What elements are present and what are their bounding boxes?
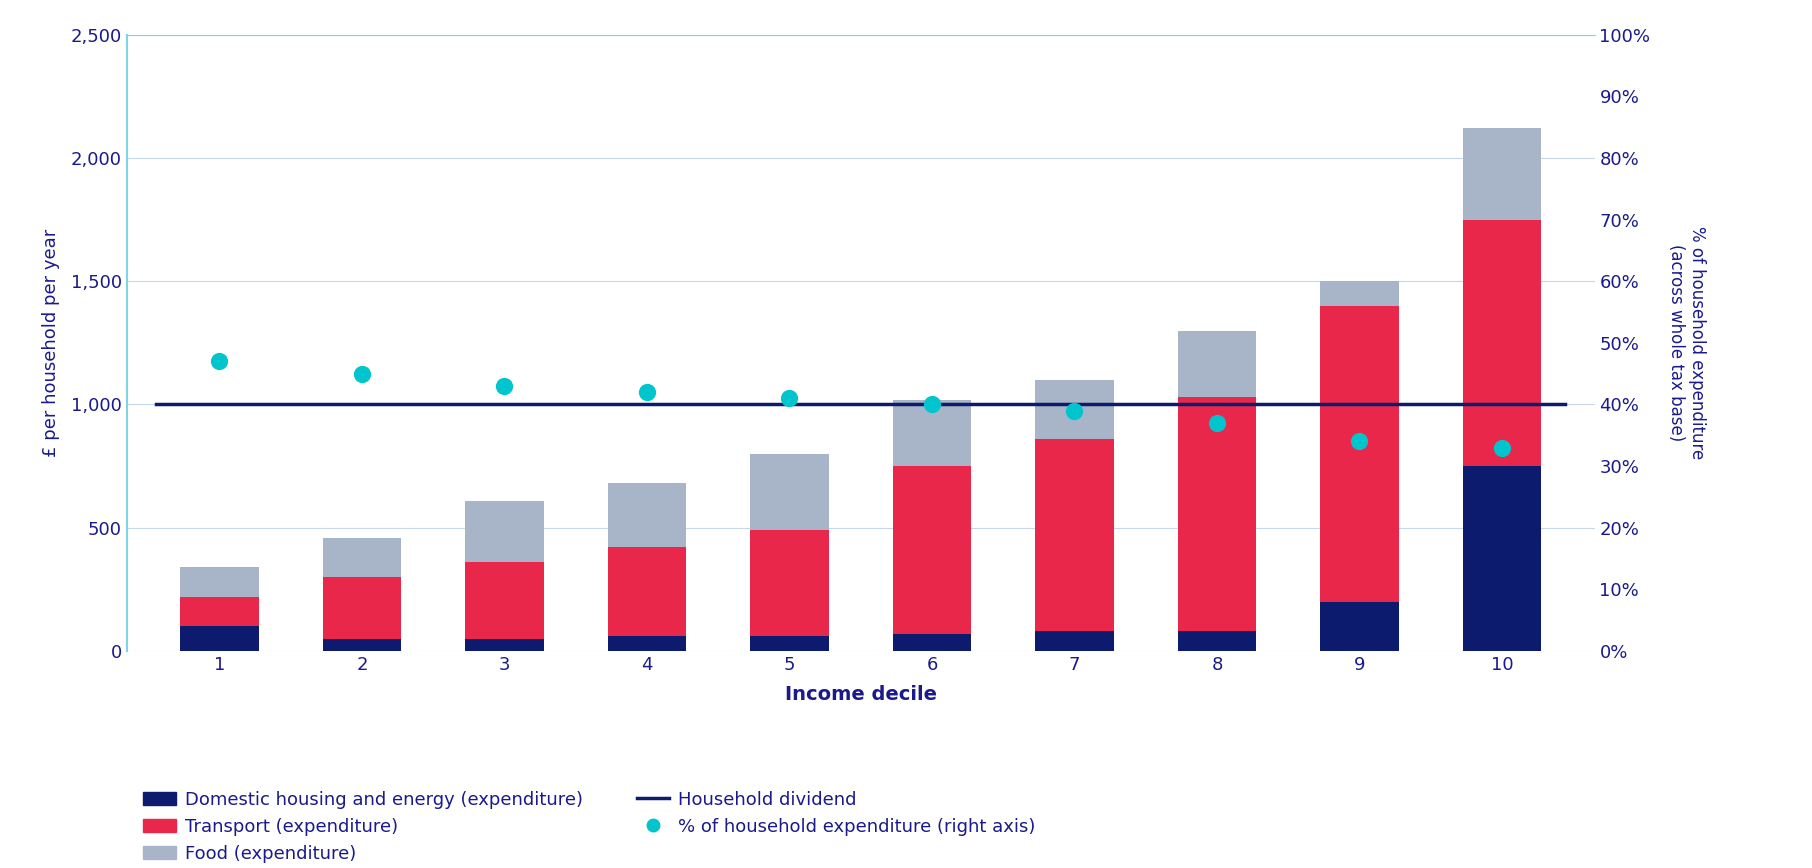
Point (205, 354, 234, 368)
Point (1060, 404, 1089, 418)
Legend: Domestic housing and energy (expenditure), Transport (expenditure), Food (expend: Domestic housing and energy (expenditure… (136, 783, 1044, 868)
Bar (607, 636, 687, 651)
Bar (1321, 602, 1399, 651)
Bar (1321, 281, 1399, 306)
Bar (750, 530, 828, 636)
Point (1345, 435, 1373, 449)
Bar (1462, 220, 1542, 466)
Point (917, 398, 946, 411)
Point (489, 379, 518, 393)
Point (348, 366, 377, 380)
Bar (607, 483, 687, 548)
Bar (1035, 380, 1114, 439)
X-axis label: Income decile: Income decile (785, 685, 937, 704)
Bar (1035, 439, 1114, 631)
Bar (607, 548, 687, 636)
Bar (466, 639, 544, 651)
Y-axis label: £ per household per year: £ per household per year (42, 229, 60, 457)
Bar (179, 567, 259, 597)
Bar (1321, 306, 1399, 602)
Bar (179, 627, 259, 651)
Point (776, 391, 805, 405)
Point (1488, 441, 1517, 455)
Bar (1462, 128, 1542, 220)
Bar (179, 597, 259, 627)
Bar (323, 577, 400, 639)
Bar (750, 636, 828, 651)
Bar (323, 537, 400, 577)
Bar (1178, 397, 1256, 631)
Bar (1035, 631, 1114, 651)
Point (632, 385, 661, 399)
Bar (893, 466, 971, 634)
Bar (323, 639, 400, 651)
Bar (1462, 466, 1542, 651)
Bar (1178, 631, 1256, 651)
Bar (466, 562, 544, 639)
Bar (893, 399, 971, 466)
Bar (750, 454, 828, 530)
Y-axis label: % of household expenditure
(across whole tax base): % of household expenditure (across whole… (1667, 227, 1705, 459)
Bar (1178, 331, 1256, 397)
Bar (893, 634, 971, 651)
Bar (466, 501, 544, 562)
Point (1203, 416, 1232, 430)
